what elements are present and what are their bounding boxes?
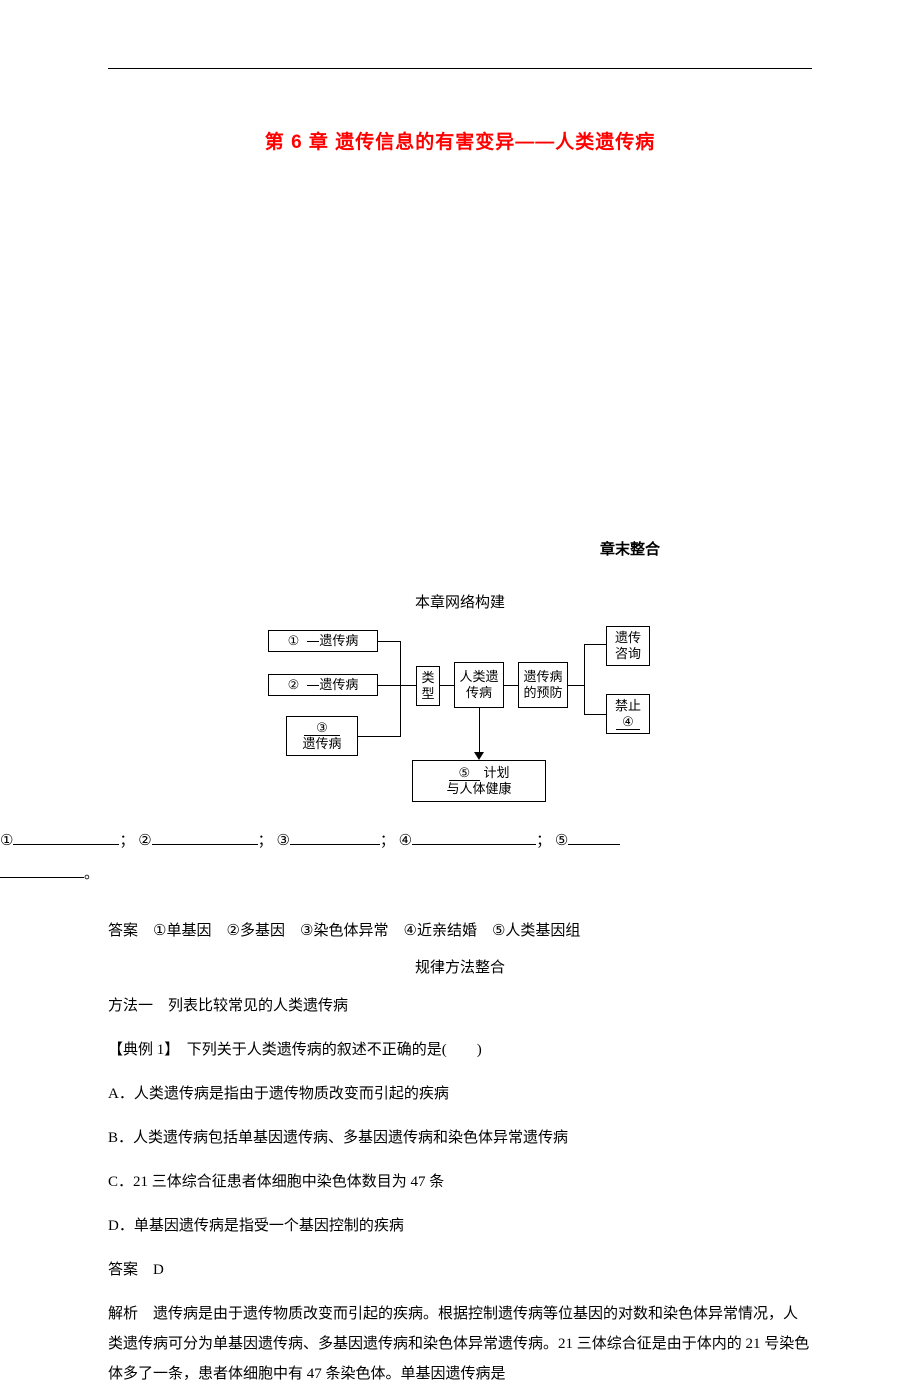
ans-t2: 多基因 [240, 923, 285, 939]
circled-5: ⑤ [449, 765, 481, 781]
section-end-label: 章末整合 [108, 538, 812, 559]
sep-1: ； [119, 833, 134, 849]
prevention-box: 遗传病的预防 [518, 662, 568, 708]
ans-t4: 近亲结婚 [417, 923, 477, 939]
ans-c2: ② [227, 922, 240, 939]
left-box-2-text: 遗传病 [319, 677, 358, 693]
example-answer: 答案 D [108, 1255, 812, 1285]
answer-label: 答案 [108, 923, 138, 939]
example-answer-label: 答案 [108, 1262, 138, 1278]
type-box: 类型 [416, 666, 440, 706]
blank-label-2: ② [138, 832, 151, 849]
right-bottom-box: 禁止 ④ [606, 694, 650, 734]
blank-4 [412, 829, 536, 845]
chapter-title: 第 6 章 遗传信息的有害变异——人类遗传病 [108, 127, 812, 154]
blank-5 [568, 829, 620, 845]
option-d: D．单基因遗传病是指受一个基因控制的疾病 [108, 1211, 812, 1241]
blank-3 [290, 829, 380, 845]
option-b: B．人类遗传病包括单基因遗传病、多基因遗传病和染色体异常遗传病 [108, 1123, 812, 1153]
example-answer-value: D [153, 1262, 164, 1278]
example-explanation: 解析 遗传病是由于遗传物质改变而引起的疾病。根据控制遗传病等位基因的对数和染色体… [108, 1299, 812, 1389]
example-label: 【典例 1】 [108, 1042, 172, 1058]
bottom-box-text-b: 与人体健康 [446, 781, 511, 796]
ans-t5: 人类基因组 [505, 923, 580, 939]
answer-line: 答案 ①单基因 ②多基因 ③染色体异常 ④近亲结婚 ⑤人类基因组 [108, 917, 812, 946]
ans-t1: 单基因 [166, 923, 211, 939]
blank-6 [0, 862, 84, 878]
blank-1 [13, 829, 119, 845]
example-stem: 【典例 1】 下列关于人类遗传病的叙述不正确的是( ) [108, 1035, 812, 1065]
option-c: C．21 三体综合征患者体细胞中染色体数目为 47 条 [108, 1167, 812, 1197]
sep-4: ； [536, 833, 551, 849]
ans-c5: ⑤ [492, 922, 505, 939]
example-stem-text: 下列关于人类遗传病的叙述不正确的是( ) [187, 1042, 482, 1058]
left-box-3: ③ 遗传病 [286, 716, 358, 756]
ans-t3: 染色体异常 [313, 923, 388, 939]
right-top-box: 遗传咨询 [606, 626, 650, 666]
circled-1: ① [288, 633, 300, 649]
sep-3: ； [380, 833, 395, 849]
ans-c4: ④ [403, 922, 416, 939]
center-box: 人类遗传病 [454, 662, 504, 708]
sep-2: ； [258, 833, 273, 849]
ans-c3: ③ [300, 922, 313, 939]
blank-label-4: ④ [399, 832, 412, 849]
explanation-label: 解析 [108, 1306, 138, 1322]
blank-label-1: ① [0, 832, 13, 849]
bottom-box: ⑤ 计划 与人体健康 [412, 760, 546, 802]
right-bottom-label: 禁止 [615, 698, 641, 713]
blank-label-5: ⑤ [555, 832, 568, 849]
fill-blanks: ①； ②； ③； ④； ⑤ 。 [0, 824, 812, 891]
explanation-text: 遗传病是由于遗传物质改变而引起的疾病。根据控制遗传病等位基因的对数和染色体异常情… [108, 1306, 809, 1382]
option-a: A．人类遗传病是指由于遗传物质改变而引起的疾病 [108, 1079, 812, 1109]
rules-subhead: 规律方法整合 [108, 956, 812, 977]
circled-4: ④ [616, 714, 640, 730]
arrow-down-icon [474, 752, 484, 760]
left-box-2: ② 遗传病 [268, 674, 378, 696]
ans-c1: ① [153, 922, 166, 939]
diagram-caption: 本章网络构建 [108, 591, 812, 612]
method-1: 方法一 列表比较常见的人类遗传病 [108, 991, 812, 1021]
blank-label-3: ③ [276, 832, 289, 849]
circled-3: ③ [304, 720, 340, 736]
left-box-3-text: 遗传病 [302, 736, 341, 751]
horizontal-rule [108, 68, 812, 69]
left-box-1: ① 遗传病 [268, 630, 378, 652]
bottom-box-text-a: 计划 [483, 765, 509, 780]
concept-diagram: ① 遗传病 ② 遗传病 ③ 遗传病 类型 人类遗传病 [190, 626, 730, 806]
blank-2 [152, 829, 258, 845]
left-box-1-text: 遗传病 [319, 633, 358, 649]
circled-2: ② [288, 677, 300, 693]
period: 。 [84, 866, 99, 882]
